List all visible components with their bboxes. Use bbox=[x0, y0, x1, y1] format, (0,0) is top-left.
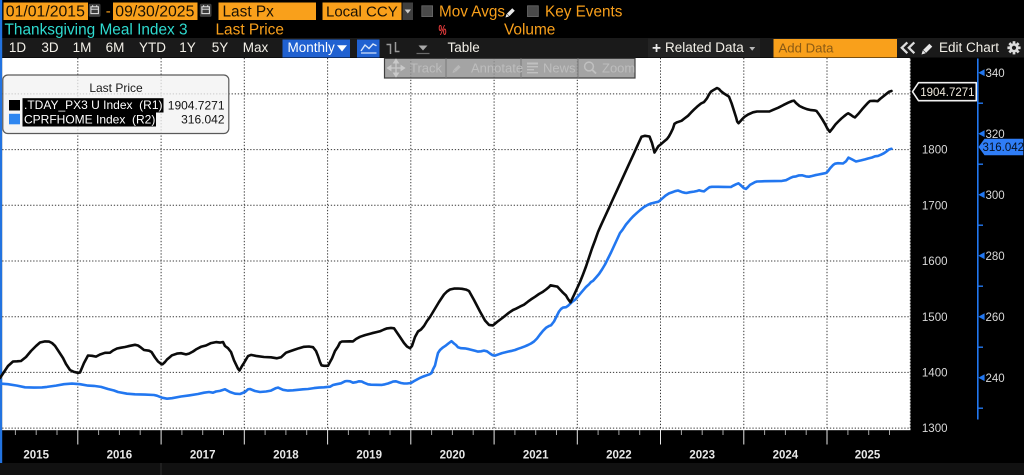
svg-text:2016: 2016 bbox=[107, 450, 133, 462]
svg-text:2017: 2017 bbox=[190, 450, 216, 462]
svg-text:Volume: Volume bbox=[504, 21, 555, 38]
svg-text:316.042: 316.042 bbox=[983, 142, 1024, 154]
svg-text:01/01/2015: 01/01/2015 bbox=[6, 3, 85, 20]
svg-text:Last Price: Last Price bbox=[216, 21, 284, 38]
svg-text:2022: 2022 bbox=[606, 450, 632, 462]
svg-text:300: 300 bbox=[986, 190, 1005, 202]
svg-text:2020: 2020 bbox=[440, 450, 466, 462]
svg-text:2015: 2015 bbox=[23, 450, 49, 462]
svg-text:1300: 1300 bbox=[922, 423, 948, 435]
svg-text:3D: 3D bbox=[41, 40, 59, 55]
svg-text:1Y: 1Y bbox=[179, 40, 196, 55]
svg-text:280: 280 bbox=[986, 251, 1005, 263]
svg-text:316.042: 316.042 bbox=[181, 112, 225, 126]
svg-text:2024: 2024 bbox=[773, 450, 799, 462]
svg-text:1600: 1600 bbox=[922, 256, 948, 268]
svg-text:1700: 1700 bbox=[922, 200, 948, 212]
svg-text:-: - bbox=[106, 3, 111, 20]
svg-text:260: 260 bbox=[986, 312, 1005, 324]
svg-text:1D: 1D bbox=[9, 40, 27, 55]
svg-text:1400: 1400 bbox=[922, 368, 948, 380]
svg-text:Related Data: Related Data bbox=[665, 40, 744, 55]
svg-text:1904.7271: 1904.7271 bbox=[920, 87, 974, 99]
svg-text:5Y: 5Y bbox=[212, 40, 229, 55]
svg-text:2025: 2025 bbox=[855, 450, 881, 462]
svg-text:Add Data: Add Data bbox=[779, 41, 835, 56]
svg-text:2023: 2023 bbox=[689, 450, 715, 462]
svg-text:1800: 1800 bbox=[922, 145, 948, 157]
svg-text:1904.7271: 1904.7271 bbox=[168, 99, 225, 113]
svg-text:Zoom: Zoom bbox=[602, 60, 635, 75]
svg-text:Thanksgiving Meal Index 3: Thanksgiving Meal Index 3 bbox=[5, 21, 188, 38]
svg-text:Mov Avgs: Mov Avgs bbox=[439, 3, 505, 20]
svg-text:Edit Chart: Edit Chart bbox=[939, 40, 999, 55]
svg-text:320: 320 bbox=[986, 129, 1005, 141]
svg-text:340: 340 bbox=[986, 68, 1005, 80]
svg-text:Key Events: Key Events bbox=[545, 3, 623, 20]
svg-text:Table: Table bbox=[448, 40, 480, 55]
svg-text:Monthly: Monthly bbox=[288, 40, 336, 55]
svg-text:2019: 2019 bbox=[356, 450, 382, 462]
svg-text:+: + bbox=[652, 40, 661, 57]
svg-text:Last Price: Last Price bbox=[89, 81, 143, 95]
svg-text:YTD: YTD bbox=[139, 40, 166, 55]
svg-text:240: 240 bbox=[986, 373, 1005, 385]
svg-text:Last Px: Last Px bbox=[223, 3, 275, 20]
svg-text:Annotate: Annotate bbox=[471, 60, 523, 75]
svg-text:09/30/2025: 09/30/2025 bbox=[115, 3, 194, 20]
svg-text:1500: 1500 bbox=[922, 312, 948, 324]
svg-text:2018: 2018 bbox=[273, 450, 299, 462]
svg-text:CPRFHOME Index (R2): CPRFHOME Index (R2) bbox=[24, 112, 155, 126]
svg-text:Track: Track bbox=[410, 60, 443, 75]
svg-text:Max: Max bbox=[243, 40, 269, 55]
svg-text:1M: 1M bbox=[73, 40, 92, 55]
svg-text:6M: 6M bbox=[106, 40, 125, 55]
svg-text:.TDAY_PX3 U Index (R1): .TDAY_PX3 U Index (R1) bbox=[24, 98, 163, 112]
svg-text:News: News bbox=[543, 60, 576, 75]
svg-text:Local CCY: Local CCY bbox=[326, 3, 398, 20]
svg-text:2021: 2021 bbox=[523, 450, 549, 462]
svg-text:%: % bbox=[439, 22, 447, 39]
